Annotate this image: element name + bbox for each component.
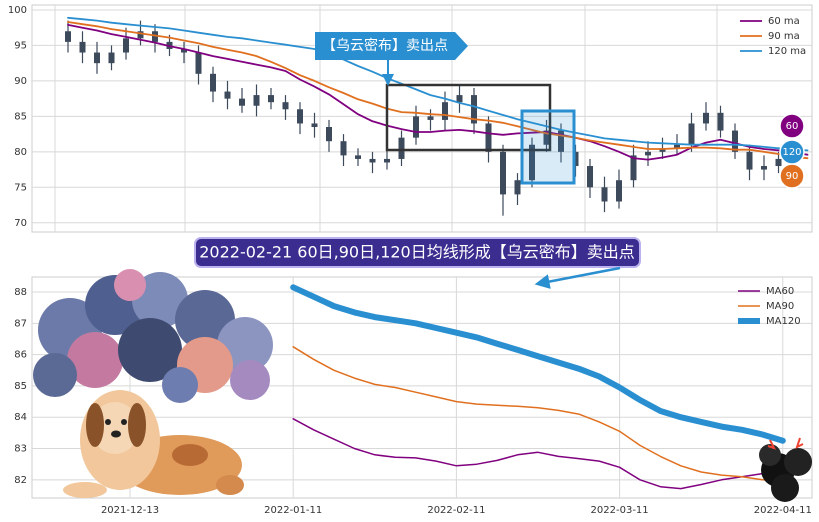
candle-body: [210, 73, 216, 92]
candle-body: [659, 148, 666, 152]
y-tick-label: 70: [14, 218, 27, 229]
ma-line: [67, 21, 809, 160]
candle-body: [369, 158, 376, 163]
candle-body: [543, 130, 550, 145]
y-tick-label: 90: [14, 76, 27, 87]
candle-body: [311, 123, 318, 128]
candle-body: [775, 158, 782, 167]
legend-label: MA90: [766, 301, 794, 312]
candle-body: [456, 95, 463, 103]
candle-body: [645, 151, 651, 156]
candle-body: [500, 151, 506, 195]
candle-body: [340, 141, 347, 156]
candle-body: [616, 180, 622, 202]
end-label: 90: [786, 171, 799, 182]
x-tick-label: 2022-01-11: [264, 505, 322, 516]
candle-body: [355, 155, 361, 159]
candle-body: [123, 38, 129, 53]
annotation: 【乌云密布】卖出点: [322, 37, 448, 54]
legend-label: 120 ma: [768, 46, 806, 57]
candle-body: [79, 41, 86, 53]
candle-body: [94, 52, 100, 64]
x-tick-label: 2022-03-11: [591, 505, 649, 516]
candle-body: [587, 166, 593, 188]
candle-body: [326, 127, 332, 142]
y-tick-label: 80: [14, 147, 27, 158]
candle-body: [717, 112, 724, 131]
legend-label: 90 ma: [768, 31, 800, 42]
y-tick-label: 75: [14, 182, 27, 193]
candle-body: [674, 144, 680, 149]
x-tick-label: 2022-04-11: [754, 505, 812, 516]
ma-line: [67, 16, 809, 152]
candle-body: [152, 31, 158, 42]
ma-line: [67, 24, 809, 161]
highlight-box: [520, 109, 576, 185]
dark-cloud-illustration: [759, 437, 812, 502]
candle-body: [181, 48, 187, 53]
legend-label: MA60: [766, 286, 794, 297]
candle-body: [601, 187, 608, 202]
y-tick-label: 86: [14, 350, 27, 361]
end-label: 120: [782, 147, 801, 158]
candle-body: [688, 123, 695, 145]
y-tick-label: 82: [14, 475, 27, 486]
x-tick-label: 2021-12-13: [101, 505, 159, 516]
candle-body: [761, 166, 767, 170]
y-tick-label: 100: [8, 5, 27, 16]
candle-body: [398, 137, 405, 159]
highlight-box: [385, 83, 552, 152]
end-label: 60: [786, 121, 799, 132]
candle-body: [703, 112, 709, 124]
legend-label: 60 ma: [768, 16, 800, 27]
ma-line: [290, 284, 786, 444]
candle-body: [108, 52, 115, 64]
annotation-box: [315, 32, 468, 60]
candle-body: [442, 102, 448, 120]
y-tick-label: 84: [14, 412, 27, 423]
candle-body: [65, 31, 71, 42]
candle-body: [471, 95, 477, 124]
y-tick-label: 88: [14, 287, 27, 298]
candle-body: [297, 109, 303, 124]
candle-body: [732, 130, 738, 152]
x-tick-label: 2022-02-11: [427, 505, 485, 516]
legend-label: MA120: [766, 316, 801, 327]
cloud-illustration: [33, 269, 273, 403]
candle-body: [384, 158, 390, 163]
candle-body: [529, 144, 535, 181]
candle-body: [413, 116, 419, 138]
annotation-arrow: [534, 266, 621, 289]
y-tick-label: 85: [14, 111, 27, 122]
top-x-grid: [54, 5, 718, 232]
candle-body: [137, 31, 144, 39]
candle-body: [514, 180, 521, 195]
candle-body: [239, 98, 245, 106]
y-tick-label: 87: [14, 318, 27, 329]
dog-illustration: [63, 390, 244, 498]
candle-body: [282, 102, 289, 110]
candle-body: [485, 123, 492, 152]
candle-body: [224, 91, 231, 99]
candle-body: [427, 116, 434, 120]
candle-body: [558, 130, 564, 152]
candle-body: [630, 155, 637, 181]
ma-line: [292, 346, 784, 483]
y-tick-label: 95: [14, 40, 27, 51]
end-marker: [779, 113, 805, 139]
candle-body: [268, 95, 274, 103]
candle-body: [195, 52, 202, 74]
candle-body: [253, 95, 260, 106]
annotation-box: [194, 237, 641, 268]
candle-body: [746, 151, 753, 170]
annotation: 2022-02-21 60日,90日,120日均线形成【乌云密布】卖出点: [199, 243, 635, 262]
ma-line: [292, 418, 784, 490]
end-marker: [779, 139, 805, 165]
y-tick-label: 83: [14, 444, 27, 455]
y-tick-label: 85: [14, 381, 27, 392]
